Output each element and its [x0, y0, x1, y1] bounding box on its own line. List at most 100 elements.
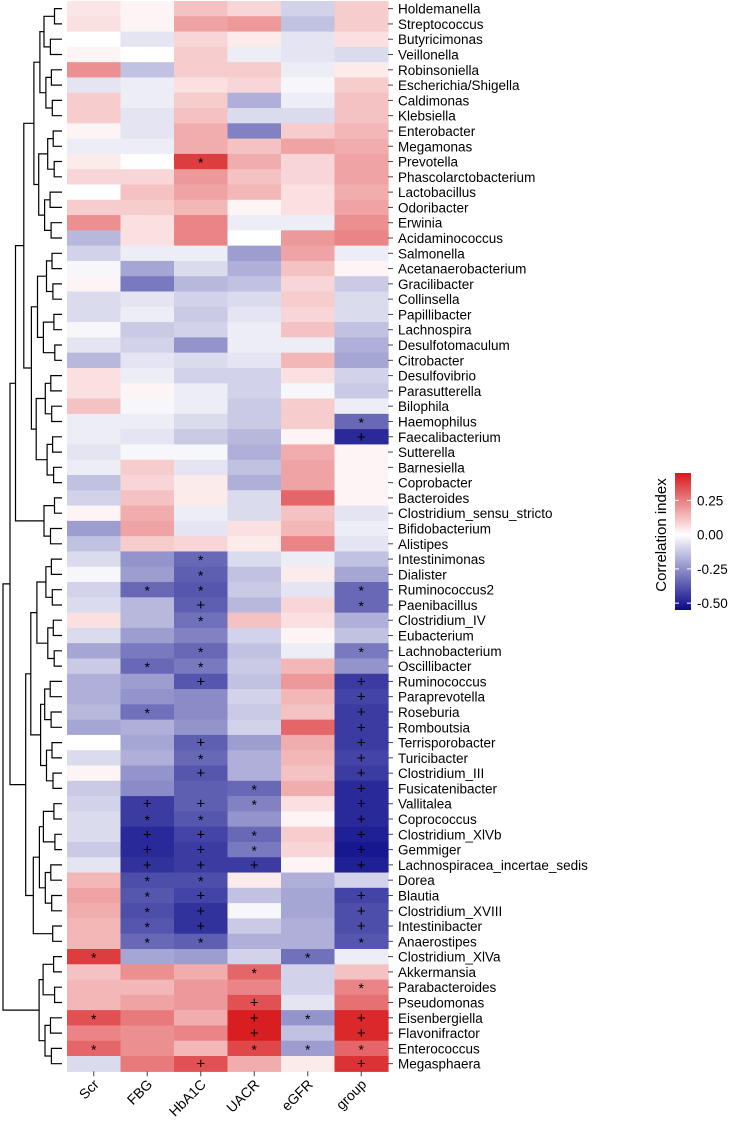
heatmap-cell — [67, 536, 122, 553]
heatmap-cell — [227, 597, 282, 614]
heatmap-cell — [120, 566, 175, 583]
heatmap-cell — [120, 994, 175, 1011]
significance-mark: + — [196, 735, 205, 752]
heatmap-cell — [67, 964, 122, 981]
heatmap-cell — [120, 734, 175, 751]
row-label: Veillonella — [398, 48, 459, 63]
heatmap-cell — [174, 306, 229, 323]
row-label: Eubacterium — [398, 629, 474, 644]
heatmap-cell — [120, 77, 175, 94]
significance-mark: * — [252, 1041, 258, 1057]
dendrogram-branch — [2, 583, 40, 1011]
heatmap-cell — [334, 276, 389, 293]
heatmap-cell — [227, 367, 282, 384]
heatmap-cell — [67, 474, 122, 491]
heatmap-cell — [174, 215, 229, 231]
significance-mark: * — [198, 583, 204, 599]
heatmap-cell — [334, 230, 389, 247]
row-label: Bifidobacterium — [398, 522, 491, 537]
dendrogram-branch — [54, 344, 62, 361]
significance-mark: * — [145, 919, 151, 935]
heatmap-cell — [227, 1040, 282, 1057]
heatmap-cell — [67, 1025, 122, 1042]
significance-mark: + — [196, 918, 205, 935]
heatmap-cell — [281, 1040, 336, 1057]
heatmap-cell — [174, 398, 229, 415]
heatmap-cell — [120, 536, 175, 553]
heatmap-cell — [227, 31, 282, 48]
heatmap-cell — [67, 597, 122, 614]
significance-mark: + — [250, 994, 259, 1011]
significance-mark: * — [145, 812, 151, 828]
column-label: group — [333, 1076, 370, 1113]
heatmap-cell — [227, 215, 282, 231]
dendrogram-branch — [52, 619, 62, 637]
dendrogram-branch — [51, 405, 62, 423]
heatmap-cell — [334, 474, 389, 491]
heatmap-cell — [120, 31, 175, 48]
heatmap-cell — [334, 551, 389, 568]
heatmap-cell — [174, 1010, 229, 1027]
heatmap-cell — [281, 322, 336, 338]
significance-mark: + — [357, 887, 366, 904]
heatmap-cell — [227, 811, 282, 828]
heatmap-cell — [227, 398, 282, 415]
heatmap-cell — [174, 1040, 229, 1057]
heatmap-cell — [281, 811, 336, 828]
heatmap-cell — [120, 1, 175, 17]
heatmap-cell — [227, 933, 282, 950]
heatmap-cell — [334, 689, 389, 705]
heatmap-cell — [174, 857, 229, 874]
significance-mark: * — [305, 1041, 311, 1057]
heatmap-cell — [281, 1010, 336, 1027]
heatmap-cell — [281, 245, 336, 262]
heatmap-cell — [67, 490, 122, 507]
heatmap-cell — [120, 291, 175, 308]
heatmap-cell — [67, 1056, 122, 1072]
dendrogram-branch — [53, 956, 62, 973]
heatmap-cell — [120, 459, 175, 476]
heatmap-cell — [227, 413, 282, 430]
dendrogram-branch — [54, 833, 62, 851]
heatmap-cell — [334, 918, 389, 935]
significance-mark: + — [196, 842, 205, 859]
significance-mark: + — [357, 765, 366, 782]
heatmap-cell — [120, 582, 175, 598]
heatmap-cell — [174, 903, 229, 919]
heatmap-cell — [174, 169, 229, 186]
row-label: Pseudomonas — [398, 995, 485, 1010]
heatmap-cell — [281, 520, 336, 537]
significance-mark: + — [143, 842, 152, 859]
heatmap-cell — [334, 811, 389, 828]
heatmap-cell — [67, 643, 122, 660]
row-label: Ruminococcus — [398, 674, 487, 689]
heatmap-cell — [67, 46, 122, 63]
heatmap-cell — [281, 872, 336, 889]
heatmap-cell — [281, 31, 336, 48]
heatmap-cell — [67, 367, 122, 384]
heatmap-cell — [227, 903, 282, 919]
dendrogram-branch — [49, 1017, 62, 1034]
heatmap-cell — [227, 46, 282, 63]
legend-tick-label: -0.25 — [697, 562, 728, 577]
dendrogram-branch — [36, 275, 47, 338]
heatmap-cell — [334, 444, 389, 461]
dendrogram-branch — [52, 436, 62, 453]
heatmap-cell — [120, 1010, 175, 1027]
heatmap-cell — [174, 566, 229, 583]
heatmap-cell — [120, 765, 175, 782]
row-label: Butyricimonas — [398, 32, 483, 47]
row-label: Paenibacillus — [398, 598, 478, 613]
significance-mark: * — [198, 613, 204, 629]
dendrogram-branch — [38, 979, 45, 1042]
heatmap-cell — [227, 796, 282, 812]
heatmap-cell — [120, 750, 175, 767]
heatmap-cell — [334, 169, 389, 186]
heatmap-cell — [120, 276, 175, 293]
dendrogram-branch — [30, 612, 41, 736]
significance-mark: + — [143, 857, 152, 874]
dendrogram-branch — [53, 8, 62, 25]
heatmap-cell — [281, 215, 336, 231]
heatmap-cell — [334, 77, 389, 94]
significance-mark: + — [250, 857, 259, 874]
